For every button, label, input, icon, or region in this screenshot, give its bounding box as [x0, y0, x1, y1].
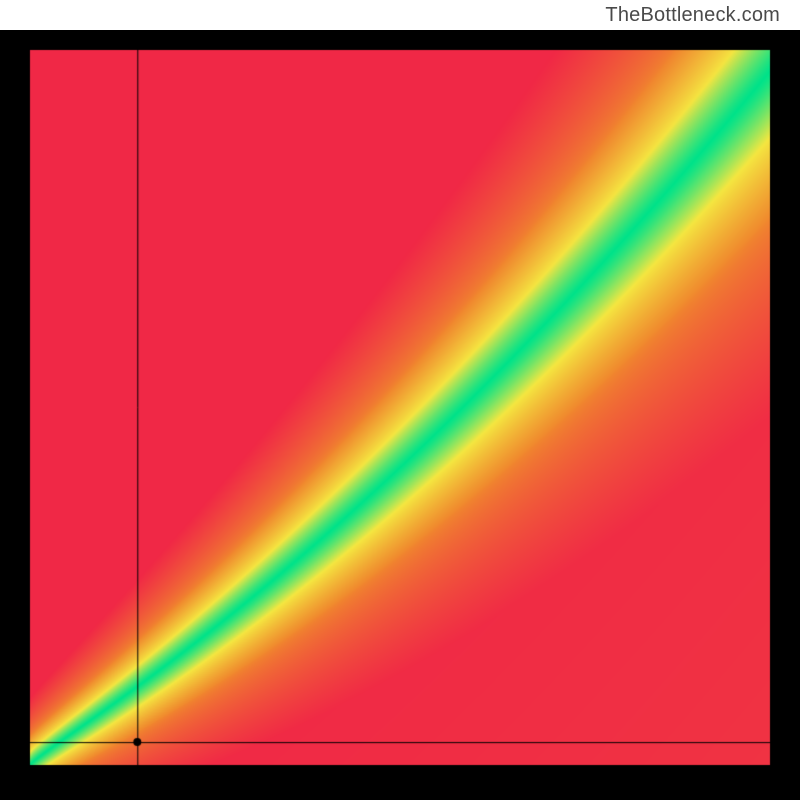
heatmap-canvas: [0, 30, 800, 800]
heatmap-plot: [0, 30, 800, 800]
watermark-text: TheBottleneck.com: [605, 4, 780, 27]
